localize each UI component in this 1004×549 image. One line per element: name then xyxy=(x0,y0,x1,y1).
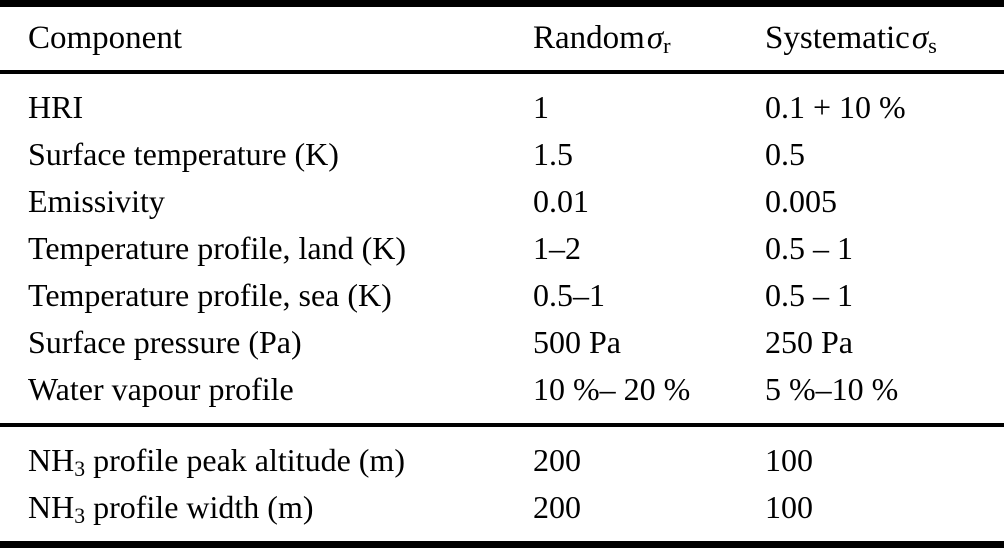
table-row: Temperature profile, land (K) 1–2 0.5 – 1 xyxy=(0,225,1004,272)
table-row: Surface temperature (K) 1.5 0.5 xyxy=(0,131,1004,178)
cell-systematic: 250 Pa xyxy=(765,324,853,360)
cell-component: Surface pressure (Pa) xyxy=(28,324,302,360)
cell-text: profile width (m) xyxy=(85,489,314,525)
cell-random: 500 Pa xyxy=(533,324,621,360)
cell-random: 1 xyxy=(533,89,549,125)
cell-random: 0.5–1 xyxy=(533,277,605,313)
table-header-row: Component Randomσr Systematicσs xyxy=(0,7,1004,70)
header-systematic: Systematicσs xyxy=(765,20,1004,57)
table-row: Surface pressure (Pa) 500 Pa 250 Pa xyxy=(0,319,1004,366)
cell-random: 1–2 xyxy=(533,230,581,266)
cell-component: HRI xyxy=(28,89,84,125)
cell-systematic: 100 xyxy=(765,489,813,525)
cell-systematic: 0.1 + 10 % xyxy=(765,89,906,125)
cell-systematic: 0.5 – 1 xyxy=(765,277,853,313)
cell-component: NH3 profile peak altitude (m) xyxy=(28,442,533,481)
cell-component: Water vapour profile xyxy=(28,371,294,407)
cell-component: Temperature profile, land (K) xyxy=(28,230,407,266)
header-random: Randomσr xyxy=(533,20,765,57)
sigma-s-subscript: s xyxy=(928,32,937,58)
cell-systematic: 5 %–10 % xyxy=(765,371,899,407)
subscript-text: 3 xyxy=(74,456,86,481)
table-row: NH3 profile width (m) 200 100 xyxy=(0,484,1004,531)
header-component: Component xyxy=(28,20,182,56)
cell-systematic: 100 xyxy=(765,442,813,478)
table-top-rule xyxy=(0,0,1004,7)
sigma-r-symbol: σ xyxy=(646,20,664,56)
header-divider-rule xyxy=(0,70,1004,74)
sigma-r-subscript: r xyxy=(663,32,671,58)
cell-text: NH xyxy=(28,489,75,525)
sigma-s-symbol: σ xyxy=(911,20,929,56)
table-row: Water vapour profile 10 %– 20 % 5 %–10 % xyxy=(0,366,1004,413)
cell-random: 1.5 xyxy=(533,136,573,172)
table-section-nh3: NH3 profile peak altitude (m) 200 100 NH3 p… xyxy=(0,427,1004,541)
table-row: Emissivity 0.01 0.005 xyxy=(0,178,1004,225)
cell-systematic: 0.005 xyxy=(765,183,837,219)
table-row: HRI 1 0.1 + 10 % xyxy=(0,84,1004,131)
cell-component: NH3 profile width (m) xyxy=(28,489,533,528)
cell-text: NH xyxy=(28,442,75,478)
cell-component: Temperature profile, sea (K) xyxy=(28,277,392,313)
cell-systematic: 0.5 xyxy=(765,136,805,172)
cell-systematic: 0.5 – 1 xyxy=(765,230,853,266)
table-row: Temperature profile, sea (K) 0.5–1 0.5 – 1 xyxy=(0,272,1004,319)
subscript-text: 3 xyxy=(74,503,86,528)
section-divider-rule xyxy=(0,423,1004,427)
header-systematic-label: Systematic xyxy=(765,20,910,56)
cell-component: Surface temperature (K) xyxy=(28,136,339,172)
table-section-main: HRI 1 0.1 + 10 % Surface temperature (K) 1.5… xyxy=(0,74,1004,423)
header-random-label: Random xyxy=(533,20,645,56)
table-row: NH3 profile peak altitude (m) 200 100 xyxy=(0,437,1004,484)
cell-text: profile peak altitude (m) xyxy=(85,442,405,478)
cell-component: Emissivity xyxy=(28,183,165,219)
cell-random: 200 xyxy=(533,489,581,525)
table-bottom-rule xyxy=(0,541,1004,548)
cell-random: 200 xyxy=(533,442,581,478)
cell-random: 0.01 xyxy=(533,183,589,219)
cell-random: 10 %– 20 % xyxy=(533,371,691,407)
